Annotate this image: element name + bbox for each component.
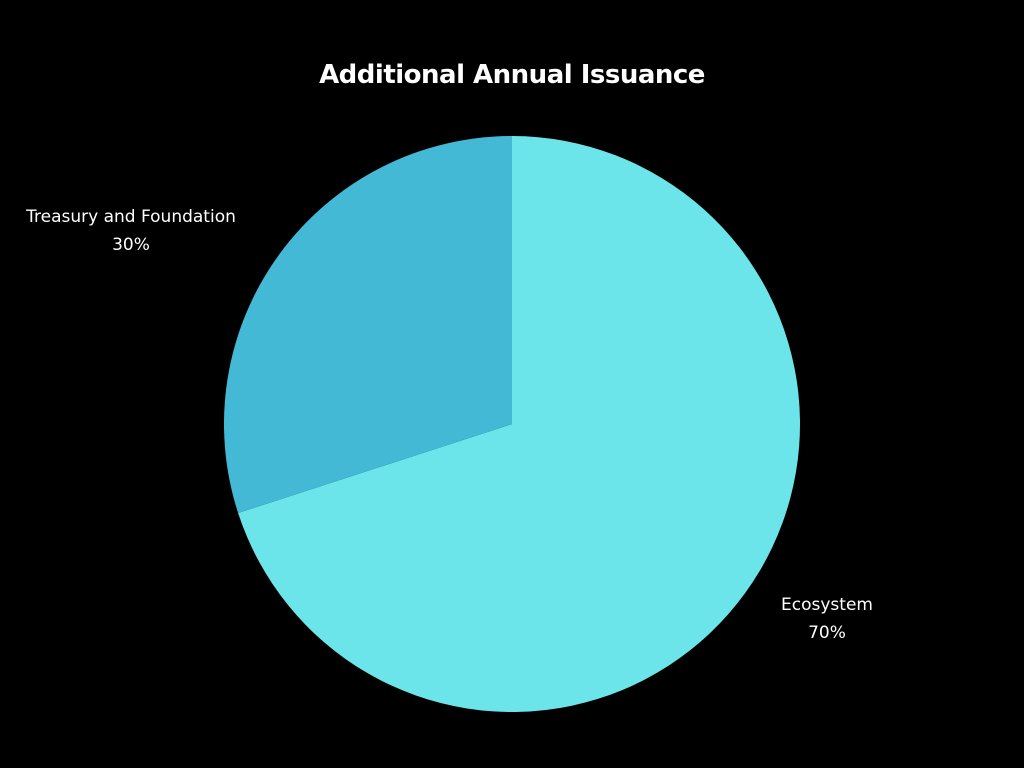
slice-label-value: 30% bbox=[112, 235, 150, 255]
slice-label-name: Ecosystem bbox=[781, 595, 873, 615]
chart-title: Additional Annual Issuance bbox=[319, 60, 705, 90]
pie-slice-ecosystem bbox=[238, 136, 801, 713]
slice-label-value: 70% bbox=[808, 623, 846, 643]
slice-label-name: Treasury and Foundation bbox=[25, 207, 236, 227]
pie-slice-treasury-and-foundation bbox=[223, 136, 512, 513]
